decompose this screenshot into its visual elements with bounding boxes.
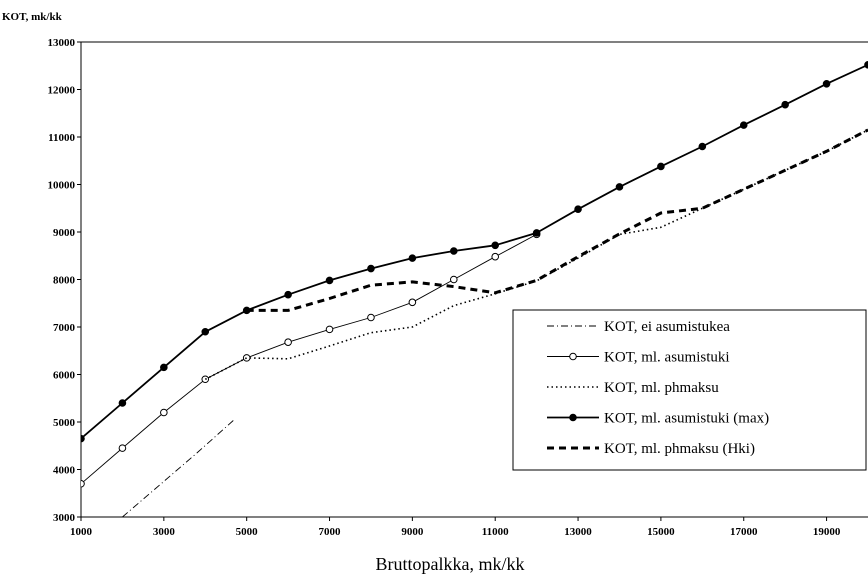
y-tick-label: 13000 (48, 37, 76, 49)
x-tick-label: 19000 (813, 526, 841, 538)
series-4-point (81, 434, 85, 443)
ticks-layer: 3000 4000 5000 6000 7000 8000 9000 10000 11000 12… (48, 37, 841, 538)
series-line-4 (81, 63, 868, 440)
series-2-point (284, 338, 292, 347)
series-4-point (325, 276, 334, 285)
y-tick-label: 5000 (53, 417, 76, 429)
series-4-point (574, 205, 582, 213)
series-layer (81, 61, 868, 517)
series-4-point (118, 399, 127, 407)
y-tick-label: 11000 (48, 132, 75, 144)
series-2-point (160, 408, 168, 417)
series-4-point (657, 162, 665, 171)
series-4-point (822, 80, 831, 88)
series-4-point (739, 121, 748, 129)
x-tick-label: 1000 (70, 526, 93, 538)
legend-marker-2 (569, 352, 577, 361)
series-4-point (615, 183, 624, 191)
series-4-point (698, 142, 707, 151)
x-tick-label: 11000 (482, 526, 509, 538)
legend-label-3: KOT, ml. phmaksu (604, 380, 719, 396)
series-4-point (160, 363, 168, 372)
series-2-point (367, 313, 375, 322)
series-4-point (284, 290, 292, 299)
y-tick-label: 9000 (53, 227, 76, 239)
series-2-point (242, 354, 251, 362)
x-tick-label: 13000 (564, 526, 592, 538)
x-tick-label: 15000 (647, 526, 675, 538)
x-tick-label: 5000 (236, 526, 259, 538)
legend: KOT, ei asumistukea KOT, ml. asumistuki KO… (512, 309, 867, 471)
legend-label-4: KOT, ml. asumistuki (max) (604, 411, 769, 427)
legend-box (512, 309, 867, 471)
y-tick-label: 4000 (53, 465, 76, 477)
series-4-point (201, 327, 210, 336)
series-line-1 (122, 419, 235, 517)
x-tick-label: 7000 (319, 526, 342, 538)
y-axis-label: KOT, mk/kk (2, 11, 63, 23)
series-2-point (81, 479, 85, 488)
x-tick-label: 3000 (153, 526, 176, 538)
legend-label-5: KOT, ml. phmaksu (Hki) (604, 441, 755, 457)
series-4-point (491, 241, 500, 250)
y-tick-label: 10000 (48, 180, 76, 192)
series-4-point (864, 61, 868, 69)
series-2-point (325, 325, 334, 334)
x-tick-label: 9000 (401, 526, 424, 538)
series-4-point (449, 247, 458, 255)
y-tick-label: 3000 (53, 512, 76, 524)
x-axis-label: Bruttopalkka, mk/kk (376, 554, 525, 574)
series-2-point (449, 275, 458, 284)
series-4-point (532, 229, 541, 237)
legend-marker-4 (569, 413, 577, 422)
series-line-2 (81, 234, 537, 485)
y-tick-label: 8000 (53, 275, 76, 287)
y-tick-label: 7000 (53, 322, 76, 334)
legend-label-2: KOT, ml. asumistuki (604, 350, 730, 366)
y-tick-label: 6000 (53, 370, 76, 382)
series-2-point (408, 298, 417, 307)
series-2-point (118, 444, 127, 452)
y-tick-label: 12000 (48, 85, 76, 97)
series-2-point (201, 375, 210, 384)
series-4-point (781, 100, 789, 109)
series-4-point (408, 254, 417, 262)
legend-label-1: KOT, ei asumistukea (604, 319, 730, 335)
series-2-point (491, 252, 500, 261)
x-tick-label: 17000 (730, 526, 758, 538)
series-4-point (367, 264, 375, 273)
